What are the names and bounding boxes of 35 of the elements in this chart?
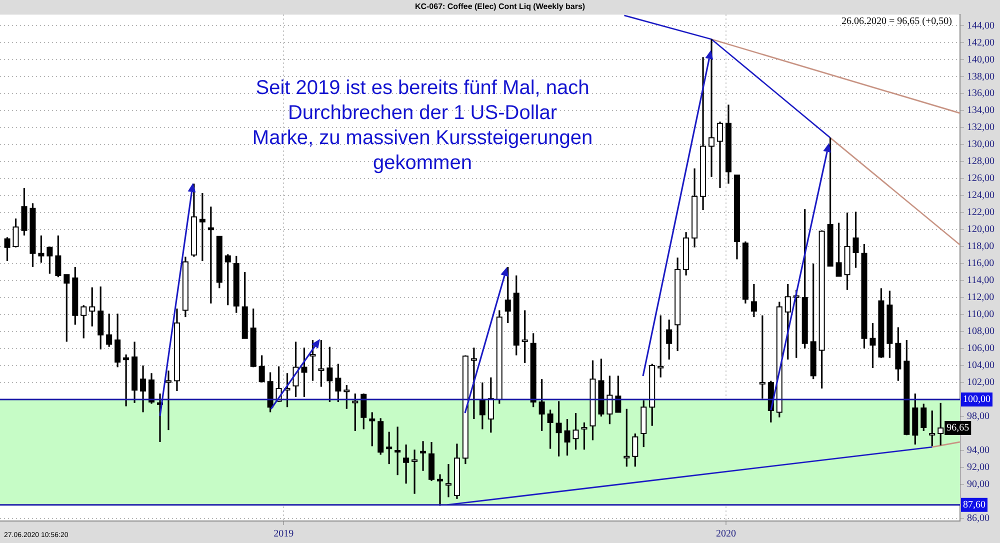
y-tick-label: 102,00 <box>967 377 994 388</box>
chart-title: KC-067: Coffee (Elec) Cont Liq (Weekly bars) <box>414 2 586 12</box>
y-tick-label: 118,00 <box>967 241 994 252</box>
x-tick-label: 2019 <box>274 528 294 540</box>
annotation: 96,65 <box>946 422 970 434</box>
y-tick-label: 120,00 <box>967 224 994 236</box>
y-tick-label: 138,00 <box>967 71 994 82</box>
y-tick-label: 104,00 <box>967 360 994 372</box>
y-tick-label: 122,00 <box>967 207 994 218</box>
y-tick-label: 128,00 <box>967 156 994 168</box>
y-tick-label: 86,00 <box>967 513 990 524</box>
y-tick-label: 98,00 <box>967 411 990 422</box>
y-tick-label: 136,00 <box>967 88 994 100</box>
y-tick-label: 92,00 <box>967 462 990 474</box>
y-tick-label: 130,00 <box>967 139 994 150</box>
ref-line-label: 87,60 <box>963 499 986 510</box>
y-tick-label: 140,00 <box>967 54 994 66</box>
y-tick-label: 126,00 <box>967 173 994 184</box>
y-tick-label: 106,00 <box>967 343 994 354</box>
y-tick-label: 116,00 <box>967 258 994 270</box>
y-tick-label: 108,00 <box>967 326 994 338</box>
y-tick-label: 134,00 <box>967 105 994 116</box>
y-tick-label: 114,00 <box>967 275 994 286</box>
y-tick-label: 124,00 <box>967 190 994 202</box>
ref-line-label: 100,00 <box>963 394 990 406</box>
y-tick-label: 112,00 <box>967 292 994 304</box>
y-tick-label: 142,00 <box>967 37 994 48</box>
y-tick-label: 144,00 <box>967 20 994 32</box>
y-tick-label: 132,00 <box>967 122 994 134</box>
x-tick-label: 2020 <box>716 528 736 540</box>
annotation: Seit 2019 ist es bereits fünf Mal, nach Durchbrechen der 1 US-Dollar Marke, zu massiven Kurssteigerungen gekommen <box>251 76 594 176</box>
y-tick-label: 110,00 <box>967 309 994 320</box>
annotation: 26.06.2020 = 96,65 (+0,50) <box>842 16 952 27</box>
y-tick-label: 94,00 <box>967 445 990 456</box>
y-tick-label: 90,00 <box>967 479 990 490</box>
